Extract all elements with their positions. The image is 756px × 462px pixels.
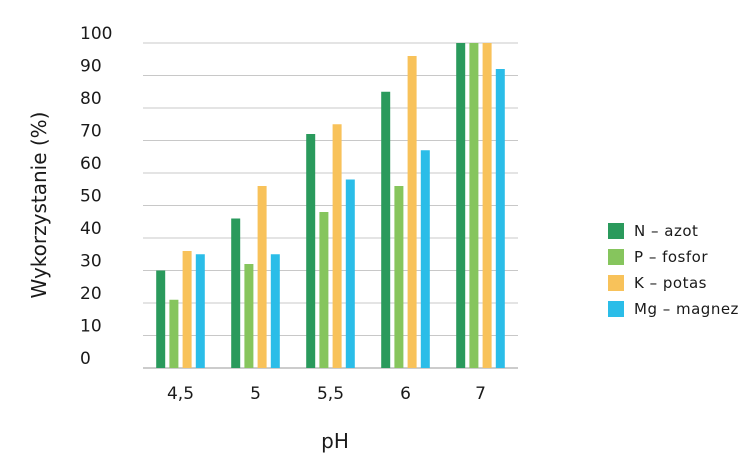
- bar: [394, 186, 404, 368]
- bar: [469, 43, 479, 368]
- gridlines: [143, 42, 518, 369]
- bar: [231, 218, 241, 368]
- y-tick-label: 10: [80, 317, 102, 337]
- y-axis-title: Wykorzystanie (%): [27, 112, 51, 299]
- legend-item: K – potas: [608, 270, 739, 296]
- bar: [456, 43, 466, 368]
- y-tick-label: 50: [80, 187, 102, 207]
- y-tick-label: 80: [80, 89, 102, 109]
- bar: [482, 43, 492, 368]
- x-tick-label: 4,5: [167, 384, 194, 404]
- bar: [195, 254, 205, 368]
- bar: [319, 212, 329, 368]
- x-axis-title: pH: [321, 429, 349, 453]
- bar: [407, 56, 417, 368]
- x-tick-label: 6: [400, 384, 411, 404]
- bar: [257, 186, 267, 368]
- bar: [345, 179, 355, 368]
- legend-swatch: [608, 301, 624, 317]
- y-tick-label: 100: [80, 24, 112, 44]
- bar: [182, 251, 192, 368]
- y-tick-label: 60: [80, 154, 102, 174]
- legend: N – azot P – fosfor K – potas Mg – magnez: [608, 218, 739, 322]
- bar: [270, 254, 280, 368]
- bar: [332, 124, 342, 368]
- y-tick-label: 20: [80, 284, 102, 304]
- y-axis-ticks: 0 10 20 30 40 50 60 70 80 90 100: [80, 24, 112, 369]
- y-tick-label: 90: [80, 57, 102, 77]
- bar: [420, 150, 430, 368]
- bar: [306, 134, 316, 368]
- bar: [381, 91, 391, 368]
- bar: [169, 299, 179, 368]
- legend-swatch: [608, 249, 624, 265]
- bars: [156, 43, 505, 368]
- y-tick-label: 40: [80, 219, 102, 239]
- bar: [495, 69, 505, 368]
- x-tick-label: 5: [250, 384, 261, 404]
- legend-label: P – fosfor: [634, 248, 708, 266]
- legend-item: Mg – magnez: [608, 296, 739, 322]
- legend-label: N – azot: [634, 222, 699, 240]
- x-tick-label: 5,5: [317, 384, 344, 404]
- legend-swatch: [608, 275, 624, 291]
- legend-swatch: [608, 223, 624, 239]
- x-axis-ticks: 4,5 5 5,5 6 7: [167, 384, 486, 404]
- legend-label: Mg – magnez: [634, 300, 739, 318]
- x-tick-label: 7: [475, 384, 486, 404]
- y-tick-label: 0: [80, 349, 91, 369]
- bar: [156, 270, 166, 368]
- bar: [244, 264, 254, 368]
- y-tick-label: 30: [80, 252, 102, 272]
- legend-item: P – fosfor: [608, 244, 739, 270]
- y-tick-label: 70: [80, 122, 102, 142]
- legend-item: N – azot: [608, 218, 739, 244]
- legend-label: K – potas: [634, 274, 707, 292]
